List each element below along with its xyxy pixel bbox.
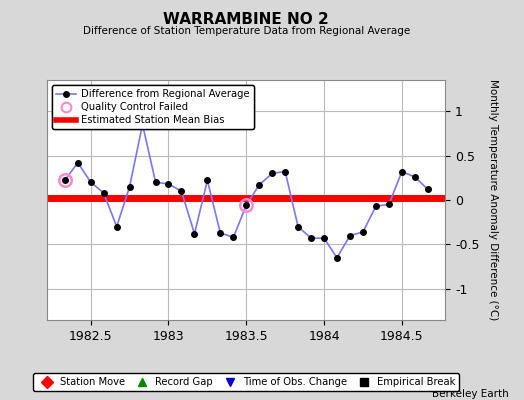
Legend: Difference from Regional Average, Quality Control Failed, Estimated Station Mean: Difference from Regional Average, Qualit… — [52, 85, 254, 129]
Text: Difference of Station Temperature Data from Regional Average: Difference of Station Temperature Data f… — [83, 26, 410, 36]
Text: Berkeley Earth: Berkeley Earth — [432, 389, 508, 399]
Text: WARRAMBINE NO 2: WARRAMBINE NO 2 — [163, 12, 329, 27]
Y-axis label: Monthly Temperature Anomaly Difference (°C): Monthly Temperature Anomaly Difference (… — [488, 79, 498, 321]
Legend: Station Move, Record Gap, Time of Obs. Change, Empirical Break: Station Move, Record Gap, Time of Obs. C… — [33, 373, 460, 391]
